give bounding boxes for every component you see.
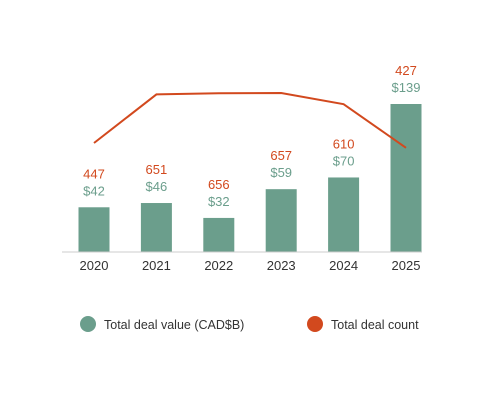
value-labels: $42 $46 $32 $59 $70 $139 [83, 80, 420, 209]
count-label-2021: 651 [146, 162, 168, 177]
value-label-2024: $70 [333, 153, 355, 168]
legend-swatch-deal-value [80, 316, 96, 332]
line-series-deal-count [93, 91, 407, 149]
count-label-2025: 427 [395, 63, 417, 78]
count-label-2022: 656 [208, 177, 230, 192]
count-label-2020: 447 [83, 166, 105, 181]
value-label-2025: $139 [392, 80, 421, 95]
x-tick-2023: 2023 [267, 258, 296, 273]
count-labels: 447 651 656 657 610 427 [83, 63, 417, 192]
value-label-2023: $59 [270, 165, 292, 180]
bar-2023 [265, 189, 297, 252]
count-label-2023: 657 [270, 148, 292, 163]
legend: Total deal value (CAD$B) Total deal coun… [80, 316, 419, 332]
bar-2022 [203, 217, 235, 252]
value-label-2022: $32 [208, 194, 230, 209]
x-tick-2022: 2022 [204, 258, 233, 273]
count-label-2024: 610 [333, 136, 355, 151]
value-label-2020: $42 [83, 183, 105, 198]
x-axis-tick-labels: 2020 2021 2022 2023 2024 2025 [80, 258, 421, 273]
value-label-2021: $46 [146, 179, 168, 194]
bar-series-deal-value [78, 104, 422, 252]
bar-2020 [78, 207, 110, 252]
bar-2025 [390, 104, 422, 252]
bar-2021 [140, 203, 172, 252]
x-tick-2020: 2020 [80, 258, 109, 273]
x-tick-2024: 2024 [329, 258, 358, 273]
x-tick-2021: 2021 [142, 258, 171, 273]
legend-label-deal-count: Total deal count [331, 318, 419, 332]
bar-2024 [328, 177, 360, 252]
legend-label-deal-value: Total deal value (CAD$B) [104, 318, 244, 332]
x-tick-2025: 2025 [392, 258, 421, 273]
legend-swatch-deal-count [307, 316, 323, 332]
